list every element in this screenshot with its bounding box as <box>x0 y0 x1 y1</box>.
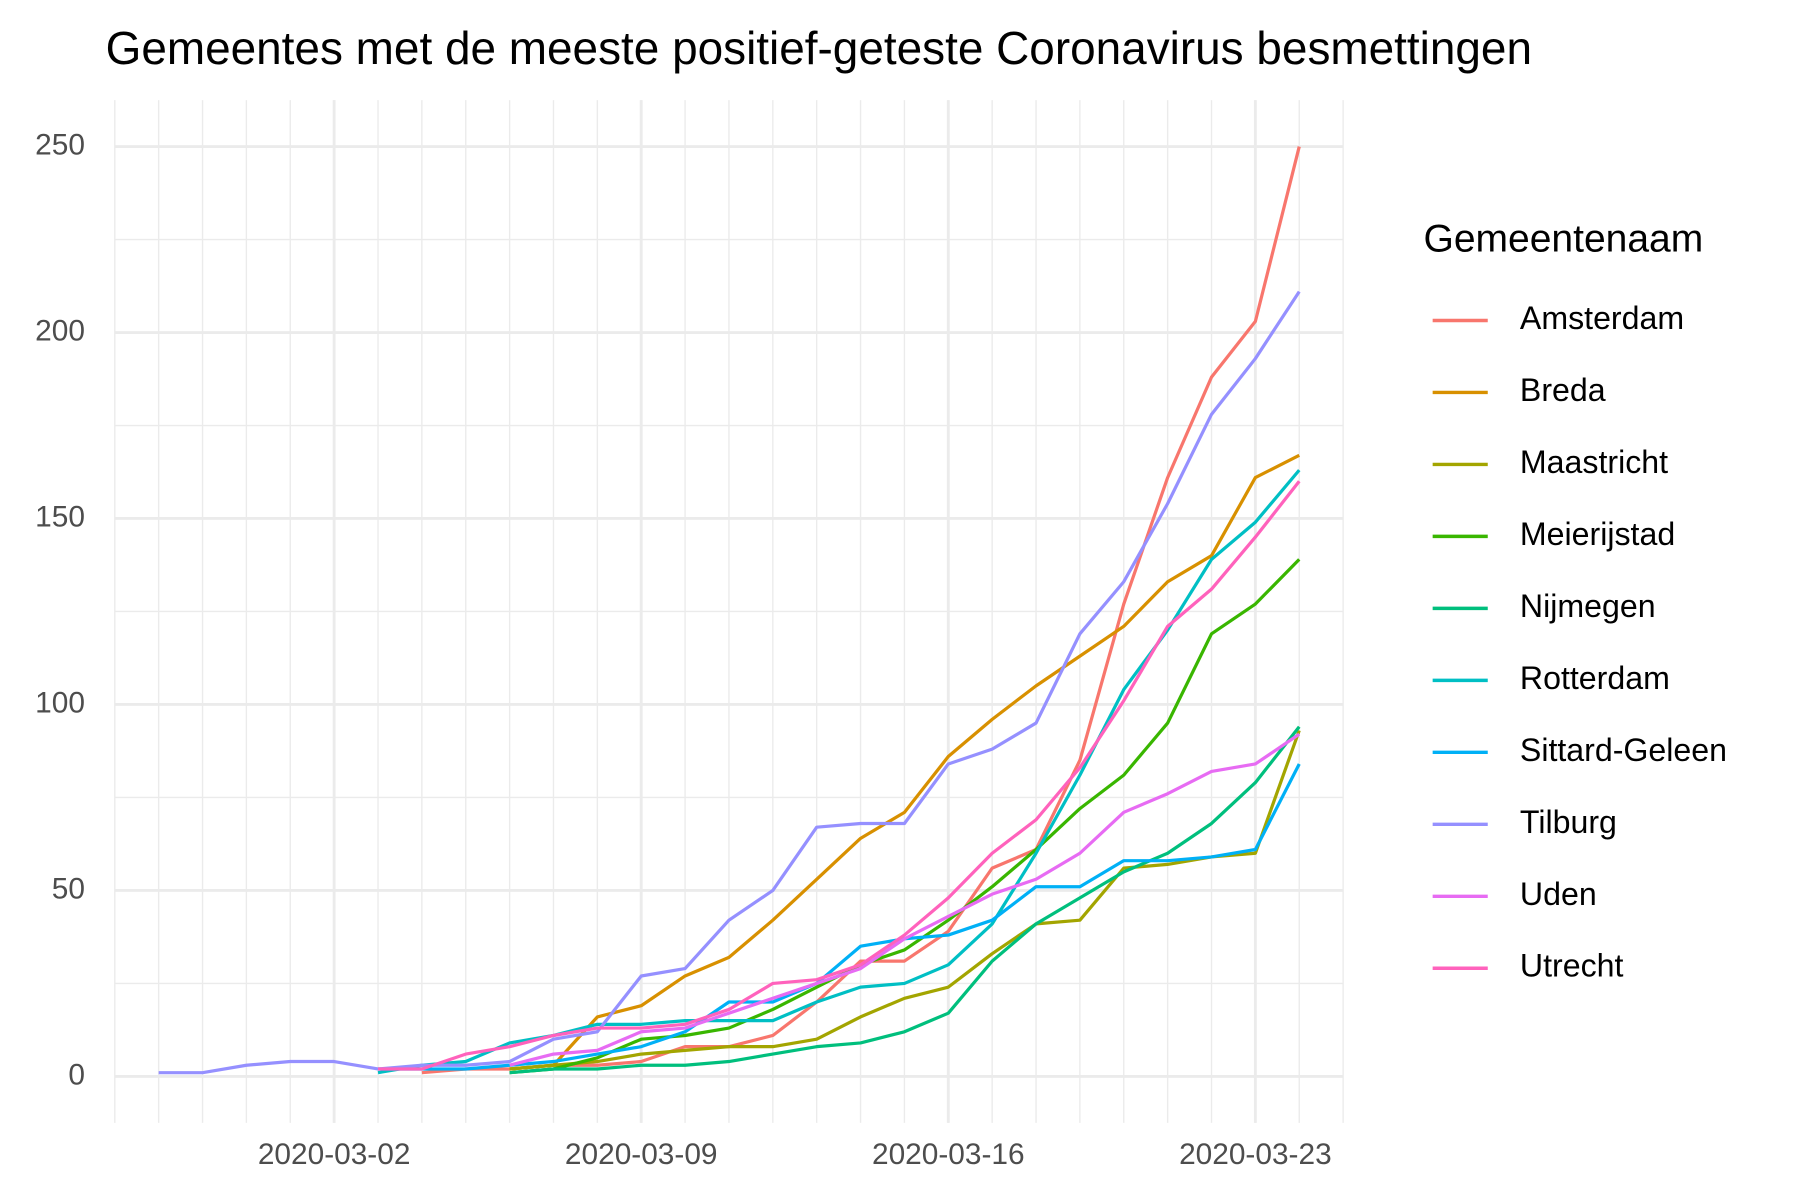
y-tick-label: 50 <box>52 872 85 905</box>
chart-title: Gemeentes met de meeste positief-geteste… <box>106 22 1532 74</box>
legend-title: Gemeentenaam <box>1423 218 1703 261</box>
series-line <box>509 729 1301 1071</box>
legend-label: Sittard-Geleen <box>1520 732 1727 768</box>
x-tick-label: 2020-03-23 <box>1179 1138 1332 1171</box>
legend: Amsterdam Breda Maastricht Meierijstad Nijme… <box>1432 300 1727 984</box>
y-tick-label: 0 <box>68 1058 85 1091</box>
legend-label: Maastricht <box>1520 444 1668 480</box>
series-line <box>378 763 1301 1071</box>
series-line <box>158 290 1301 1075</box>
y-tick-label: 250 <box>35 128 85 161</box>
legend-label: Meierijstad <box>1520 516 1675 552</box>
legend-label: Nijmegen <box>1520 588 1656 624</box>
series-line <box>378 480 1301 1071</box>
x-tick-label: 2020-03-09 <box>565 1138 718 1171</box>
legend-label: Tilburg <box>1520 804 1617 840</box>
series-line <box>509 453 1300 1071</box>
legend-label: Amsterdam <box>1520 300 1684 336</box>
y-tick-label: 200 <box>35 314 85 347</box>
series-line <box>509 732 1301 1067</box>
y-tick-label: 150 <box>35 500 85 533</box>
x-tick-label: 2020-03-16 <box>872 1138 1025 1171</box>
series-line <box>377 469 1301 1075</box>
legend-label: Utrecht <box>1520 948 1624 984</box>
y-tick-label: 100 <box>35 686 85 719</box>
legend-label: Breda <box>1520 372 1606 408</box>
x-tick-label: 2020-03-02 <box>258 1138 411 1171</box>
series-line <box>509 725 1301 1075</box>
legend-label: Rotterdam <box>1520 660 1670 696</box>
grid: 0 50 100 150 200 250 2020-03-02 2020-03-09 2020-… <box>35 100 1344 1171</box>
legend-label: Uden <box>1520 876 1597 912</box>
plot-area <box>158 146 1301 1075</box>
series-line <box>509 558 1301 1075</box>
